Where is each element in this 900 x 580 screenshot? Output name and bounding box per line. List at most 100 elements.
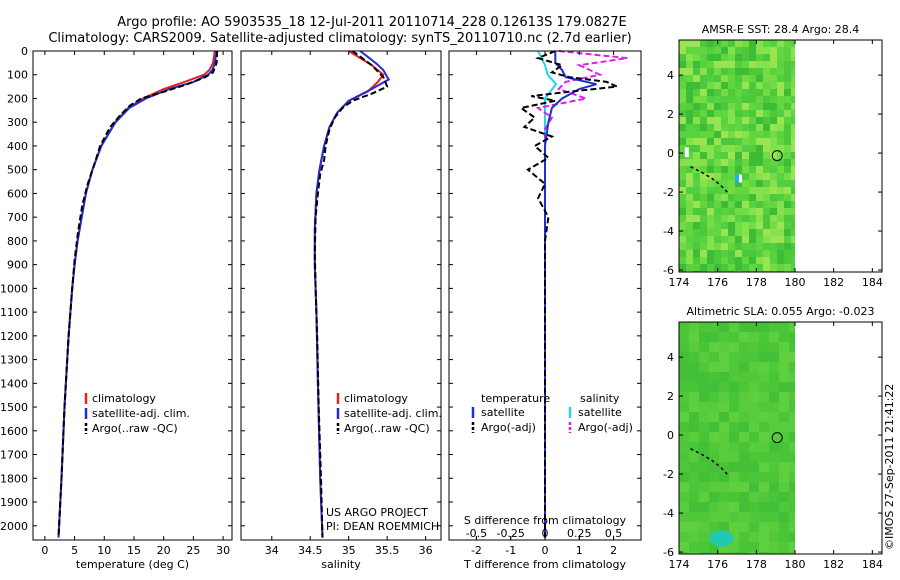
map-cell bbox=[721, 124, 729, 132]
map-cell bbox=[789, 472, 795, 483]
map-cell bbox=[756, 131, 764, 139]
map-cell bbox=[707, 61, 715, 69]
map-cell bbox=[721, 166, 729, 174]
map-cell bbox=[735, 75, 743, 83]
map-cell bbox=[756, 47, 764, 55]
map-cell bbox=[707, 194, 715, 202]
map-cell bbox=[679, 61, 687, 69]
map-cell bbox=[784, 257, 792, 265]
map-cell bbox=[763, 222, 771, 230]
map-cell bbox=[749, 352, 760, 363]
map-cell bbox=[714, 187, 722, 195]
map-cell bbox=[735, 110, 743, 118]
map-cell bbox=[791, 68, 795, 76]
map-cell bbox=[735, 194, 743, 202]
map-cell bbox=[749, 61, 757, 69]
map-cell bbox=[770, 152, 778, 160]
legend-label: satellite bbox=[481, 406, 525, 419]
map-cell bbox=[784, 138, 792, 146]
map-cell bbox=[714, 117, 722, 125]
map-cell bbox=[769, 472, 780, 483]
map-cell bbox=[686, 250, 694, 258]
map-cell bbox=[700, 222, 708, 230]
x-tick-label: 34 bbox=[265, 544, 279, 557]
map-cell bbox=[693, 110, 701, 118]
map-cell bbox=[756, 264, 764, 272]
map-cell bbox=[689, 412, 700, 423]
map-cell bbox=[699, 442, 710, 453]
map-cell bbox=[756, 117, 764, 125]
map-cell bbox=[742, 173, 750, 181]
map-cell bbox=[735, 180, 743, 188]
map-cell bbox=[679, 54, 687, 62]
map-cell bbox=[693, 159, 701, 167]
map-cell bbox=[784, 40, 792, 48]
x-tick-label: 0 bbox=[542, 544, 549, 557]
map-cell bbox=[769, 522, 780, 533]
map-cell bbox=[714, 75, 722, 83]
map-cell bbox=[709, 392, 720, 403]
map-cell bbox=[789, 322, 795, 333]
y-tick-label: 1000 bbox=[0, 282, 28, 295]
map-cell bbox=[770, 47, 778, 55]
map-cell bbox=[686, 103, 694, 111]
map-cell bbox=[791, 229, 795, 237]
map-cell bbox=[777, 243, 785, 251]
map-cell bbox=[777, 75, 785, 83]
map-cell bbox=[689, 472, 700, 483]
map-cell bbox=[714, 229, 722, 237]
map-cell bbox=[770, 208, 778, 216]
map-cell bbox=[779, 552, 790, 554]
legend-label: satellite bbox=[578, 406, 622, 419]
map-cell bbox=[749, 362, 760, 373]
map-cell bbox=[735, 236, 743, 244]
map-cell bbox=[707, 131, 715, 139]
map-cell bbox=[777, 236, 785, 244]
map-cell bbox=[791, 40, 795, 48]
map-cell bbox=[739, 532, 750, 543]
map-cell bbox=[770, 68, 778, 76]
map-cell bbox=[770, 75, 778, 83]
map-cell bbox=[779, 322, 790, 333]
map-cell bbox=[784, 131, 792, 139]
plot-frame bbox=[240, 50, 442, 541]
map-cell bbox=[686, 194, 694, 202]
map-cell bbox=[686, 257, 694, 265]
map-cell bbox=[779, 442, 790, 453]
map-cell bbox=[693, 229, 701, 237]
x-axis-label: salinity bbox=[321, 558, 361, 571]
map-cell bbox=[739, 492, 750, 503]
map-cell bbox=[769, 542, 780, 553]
map-cell bbox=[729, 332, 740, 343]
map-cell bbox=[779, 492, 790, 503]
map-cell bbox=[689, 432, 700, 443]
map-cell bbox=[770, 110, 778, 118]
map-cell bbox=[719, 512, 730, 523]
map-cell bbox=[714, 257, 722, 265]
map-cell bbox=[719, 502, 730, 513]
map-cell bbox=[719, 472, 730, 483]
map-cell bbox=[709, 412, 720, 423]
map-cell bbox=[749, 472, 760, 483]
map-cell bbox=[699, 512, 710, 523]
map-cell bbox=[789, 332, 795, 343]
map-cell bbox=[693, 264, 701, 272]
map-cell bbox=[714, 82, 722, 90]
map-cell bbox=[686, 40, 694, 48]
map-cell bbox=[721, 257, 729, 265]
map-cell bbox=[689, 322, 700, 333]
map-cell bbox=[756, 68, 764, 76]
map-cell bbox=[749, 187, 757, 195]
x-tick-label: 178 bbox=[746, 276, 767, 289]
map-cell bbox=[779, 432, 790, 443]
map-cell bbox=[721, 215, 729, 223]
map-cell bbox=[770, 89, 778, 97]
map-cell bbox=[777, 166, 785, 174]
map-cell bbox=[728, 173, 736, 181]
x-tick-label: 182 bbox=[823, 558, 844, 571]
map-cell bbox=[686, 82, 694, 90]
map-cell bbox=[759, 472, 770, 483]
map-cell bbox=[707, 159, 715, 167]
map-cell bbox=[707, 82, 715, 90]
map-cell bbox=[721, 47, 729, 55]
